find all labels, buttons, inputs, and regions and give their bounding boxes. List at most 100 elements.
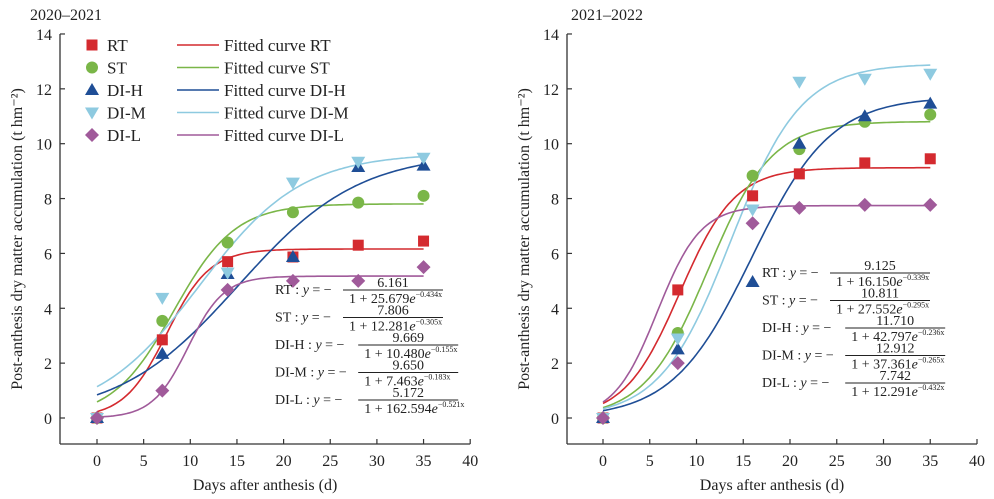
equation-label: RT : y = − [275, 283, 332, 298]
equation-denominator: 1 + 12.291e−0.432x [851, 383, 944, 400]
x-tick-label: 35 [416, 453, 432, 470]
y-tick-label: 12 [543, 82, 559, 99]
legend-label: Fitted curve ST [224, 59, 330, 78]
equation-denominator: 1 + 12.281e−0.305x [349, 318, 442, 335]
x-tick-label: 15 [229, 453, 245, 470]
x-tick-label: 0 [93, 453, 101, 470]
data-point-di-m [220, 267, 235, 280]
equation-label: DI-L : y = − [762, 376, 829, 391]
equation-denominator: 1 + 27.552e−0.295x [836, 301, 929, 318]
y-tick-label: 2 [44, 356, 52, 373]
data-point-di-l [416, 260, 431, 275]
x-tick-label: 5 [646, 453, 654, 470]
data-point-di-h [857, 109, 872, 122]
data-point-rt [222, 256, 234, 268]
legend-label: Fitted curve DI-M [224, 104, 349, 123]
fitted-curve-rt [96, 248, 424, 413]
fitted-curve-di-m [96, 155, 424, 388]
equation-numerator: 7.806 [377, 304, 409, 319]
y-tick-label: 2 [551, 356, 559, 373]
y-tick-label: 6 [44, 246, 52, 263]
y-tick-label: 4 [551, 301, 559, 318]
equation-label: DI-H : y = − [762, 321, 832, 336]
x-tick-label: 20 [782, 453, 798, 470]
equation-label: ST : y = − [275, 311, 331, 326]
equation-numerator: 5.172 [392, 386, 424, 401]
equation-numerator: 9.669 [392, 331, 424, 346]
legend-label: Fitted curve RT [224, 36, 331, 55]
panel-1: 2020–2021 0 2 4 6 8 10 12 14 0 5 10 15 20 25 30 35 40 Days… [9, 7, 478, 494]
y-tick-label: 8 [551, 192, 559, 209]
x-tick-label: 40 [462, 453, 478, 470]
y-axis-label: Post-anthesis dry matter accumulation (t… [516, 88, 533, 390]
equation-denominator: 1 + 7.463e−0.183x [364, 373, 450, 390]
legend-label: DI-H [107, 81, 143, 100]
legend-label: Fitted curve DI-L [224, 126, 344, 145]
y-axis-label: Post-anthesis dry matter accumulation (t… [9, 88, 26, 390]
equation-numerator: 10.811 [861, 287, 899, 302]
legend: RT Fitted curve RT ST Fitted curve ST DI-H Fi… [85, 36, 349, 145]
equation-label: DI-H : y = − [275, 338, 345, 353]
fitted-curve-rt [602, 166, 931, 405]
data-point-di-m [416, 152, 431, 165]
x-tick-label: 15 [735, 453, 751, 470]
data-point-di-l [90, 411, 104, 425]
data-point-di-l [670, 356, 685, 371]
data-point-rt [418, 235, 430, 247]
data-point-st [924, 108, 937, 121]
data-point-st [417, 189, 430, 202]
fitted-curve-di-l [602, 204, 931, 403]
equation-label: ST : y = − [762, 294, 818, 309]
data-point-di-h [155, 346, 170, 359]
data-point-di-h [745, 274, 760, 287]
data-point-di-m [351, 156, 366, 169]
x-axis-label: Days after anthesis (d) [193, 477, 337, 494]
panel-2: 2021–2022 0 2 4 6 8 10 12 14 0 5 10 15 20 25 30 35 40 Days… [516, 7, 985, 494]
y-tick-label: 6 [551, 246, 559, 263]
equation-denominator: 1 + 42.797e−0.236x [851, 328, 944, 345]
equation-numerator: 6.161 [377, 276, 409, 291]
equation-numerator: 12.912 [876, 342, 915, 357]
data-point-di-h [670, 342, 685, 355]
data-point-di-h [792, 136, 807, 149]
legend-label: Fitted curve DI-H [224, 81, 346, 100]
data-point-di-l [285, 273, 300, 288]
equation-label: RT : y = − [762, 266, 819, 281]
data-point-di-l [220, 282, 235, 297]
data-point-di-l [596, 411, 610, 425]
data-point-di-m [670, 333, 685, 346]
legend-label: DI-M [107, 104, 146, 123]
legend-marker-di-m [85, 107, 99, 120]
data-point-di-m [792, 76, 807, 89]
legend-label: ST [107, 59, 127, 78]
data-point-di-m [923, 68, 938, 81]
equation-numerator: 9.650 [392, 359, 424, 374]
equation-numerator: 7.742 [879, 369, 911, 384]
data-point-rt [924, 153, 936, 165]
fitted-curve-di-h [96, 163, 424, 396]
data-point-rt [747, 190, 759, 202]
x-axis-label: Days after anthesis (d) [700, 477, 844, 494]
data-point-di-m [155, 292, 170, 305]
data-point-di-m [857, 73, 872, 86]
fitted-curve-di-h [602, 99, 931, 412]
data-point-di-l [351, 273, 366, 288]
data-point-di-l [792, 200, 807, 215]
x-tick-label: 30 [876, 453, 892, 470]
data-point-st [221, 236, 234, 249]
equation-denominator: 1 + 37.361e−0.265x [851, 356, 944, 373]
legend-label: DI-L [107, 126, 141, 145]
panel-title: 2020–2021 [30, 7, 102, 24]
x-tick-label: 20 [276, 453, 292, 470]
equation-numerator: 9.125 [864, 259, 896, 274]
legend-marker-di-l [85, 128, 99, 142]
y-tick-label: 10 [36, 137, 52, 154]
y-tick-label: 0 [44, 411, 52, 428]
data-point-di-l [745, 216, 760, 231]
equation-denominator: 1 + 25.679e−0.434x [349, 290, 442, 307]
x-tick-label: 5 [140, 453, 148, 470]
data-point-di-h [923, 96, 938, 109]
y-tick-label: 14 [36, 27, 52, 44]
